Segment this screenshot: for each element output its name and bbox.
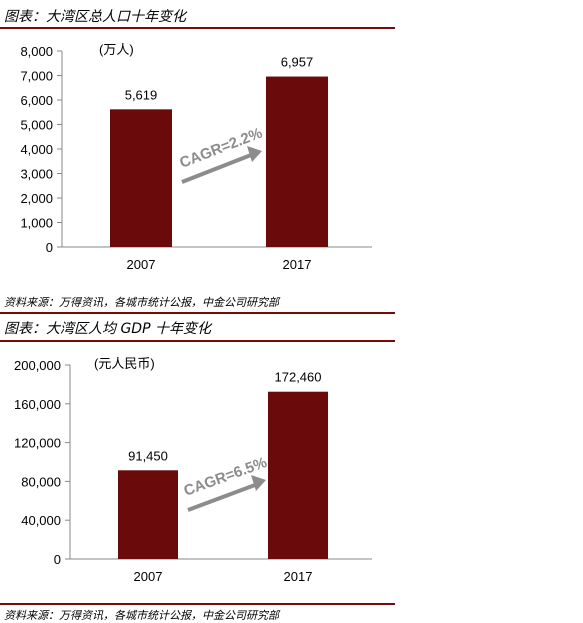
y-tick-label: 6,000: [20, 93, 53, 108]
x-tick-label: 2007: [127, 257, 156, 272]
source-note: 资料来源：万得资讯，各城市统计公报，中金公司研究部: [4, 609, 279, 622]
y-tick-label: 1,000: [20, 216, 53, 231]
unit-label: (元人民币): [94, 356, 155, 371]
source-rule: [0, 312, 395, 314]
cagr-arrow-shaft: [187, 483, 256, 512]
y-tick-label: 200,000: [14, 358, 61, 373]
y-tick-label: 2,000: [20, 191, 53, 206]
cagr-arrow-shaft: [181, 153, 252, 184]
y-tick-label: 7,000: [20, 69, 53, 84]
y-tick-label: 5,000: [20, 118, 53, 133]
y-tick-label: 120,000: [14, 436, 61, 451]
population-bar-chart: 0 1,000 2,000 3,000 4,000 5,000 6,000 7,000 8,00…: [20, 42, 372, 272]
unit-label: (万人): [99, 42, 134, 57]
y-tick-label: 0: [54, 552, 61, 567]
source-rule: [0, 603, 395, 605]
x-tick-label: 2007: [134, 569, 163, 584]
data-label: 172,460: [275, 370, 322, 385]
x-tick-label: 2017: [283, 257, 312, 272]
y-tick-label: 0: [46, 240, 53, 255]
figure-title: 图表：大湾区人均 GDP 十年变化: [4, 321, 211, 337]
y-tick-label: 4,000: [20, 142, 53, 157]
cagr-arrow-head: [247, 146, 262, 162]
title-rule: [0, 27, 395, 29]
title-rule: [0, 340, 395, 342]
y-tick-label: 40,000: [21, 513, 61, 528]
y-tick-label: 3,000: [20, 167, 53, 182]
data-label: 6,957: [281, 55, 314, 70]
cagr-annotation: CAGR=6.5%: [182, 454, 269, 512]
bar-2017: [268, 391, 328, 559]
y-tick-label: 80,000: [21, 474, 61, 489]
bar-2007: [110, 109, 172, 247]
data-label: 5,619: [125, 87, 158, 102]
y-tick-label: 160,000: [14, 397, 61, 412]
bar-2017: [266, 76, 328, 247]
cagr-arrow-head: [251, 475, 266, 491]
y-tick-label: 8,000: [20, 44, 53, 59]
data-label: 91,450: [128, 448, 168, 463]
figure-title: 图表：大湾区总人口十年变化: [4, 9, 186, 25]
x-tick-label: 2017: [284, 569, 313, 584]
source-note: 资料来源：万得资讯，各城市统计公报，中金公司研究部: [4, 296, 279, 309]
bar-2007: [118, 470, 178, 559]
